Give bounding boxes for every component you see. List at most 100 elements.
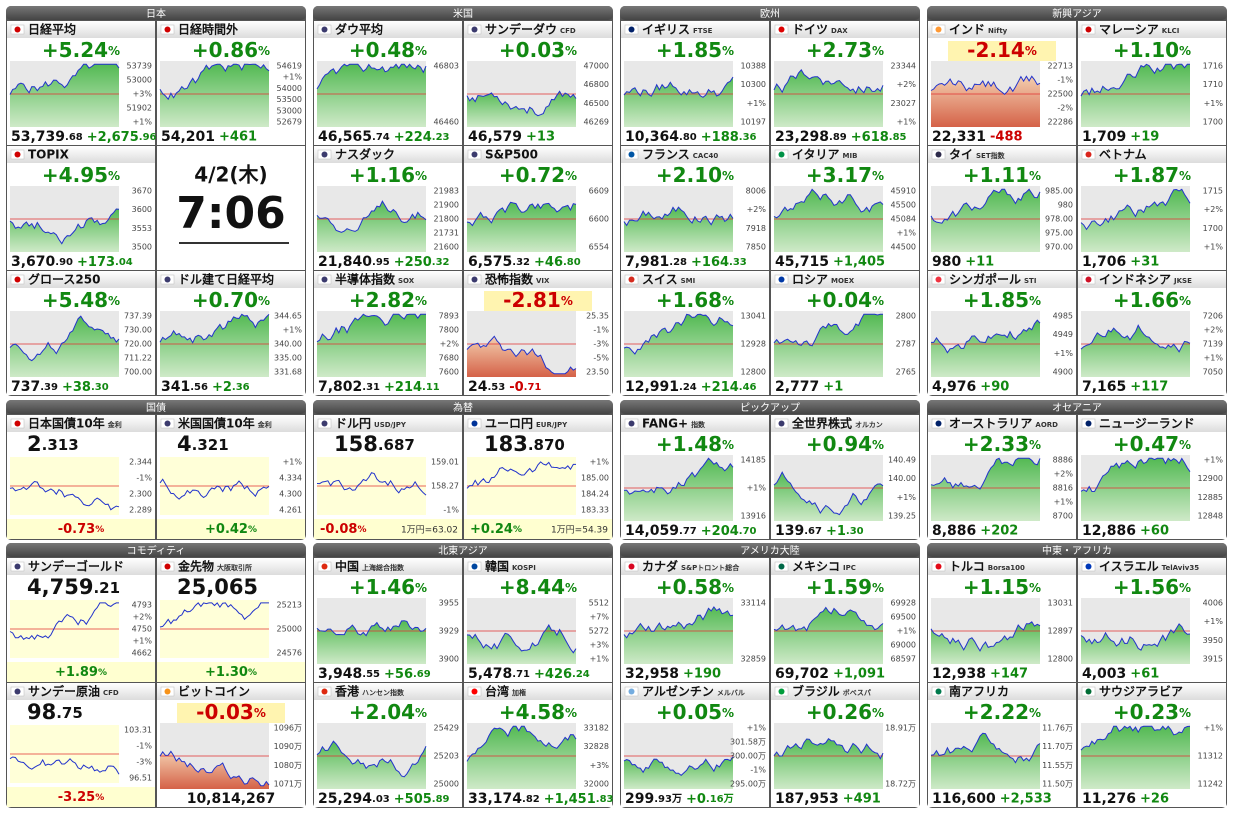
sparkline xyxy=(316,200,427,233)
sparkline xyxy=(1080,623,1191,651)
footer xyxy=(928,378,1076,395)
flag-mark xyxy=(935,26,942,33)
change-small: % xyxy=(108,169,120,183)
tile-sub: 指数 xyxy=(691,420,706,429)
sparkline xyxy=(773,471,884,516)
axis-label: 7600 xyxy=(439,368,459,377)
delta: +2,675.96 xyxy=(87,130,157,145)
price-main: 737 xyxy=(11,379,40,395)
flag-mark xyxy=(778,276,785,283)
sparkline-fill xyxy=(10,316,119,377)
footer xyxy=(1078,128,1226,145)
price: 46,579 xyxy=(468,129,522,145)
footer xyxy=(1078,253,1226,270)
axis-label: 340.00 xyxy=(274,340,302,349)
footer xyxy=(464,665,612,682)
axis-label: 21800 xyxy=(434,215,459,224)
axis-label: 4.334 xyxy=(279,474,302,483)
flag-mark xyxy=(935,688,942,695)
delta-main: +214 xyxy=(701,380,739,395)
tile-sub: ハンセン指数 xyxy=(362,688,405,697)
change-small: % xyxy=(872,706,884,720)
change-small: % xyxy=(1179,294,1191,308)
axis-label: 11.55万 xyxy=(1042,761,1073,770)
axis-label: 32859 xyxy=(741,655,766,664)
quote-change-main: +1.89 xyxy=(55,665,98,680)
panel-header xyxy=(927,543,1227,557)
change-main: +5.24 xyxy=(42,38,108,62)
change: +1.10% xyxy=(1113,38,1191,62)
delta-small: .32 xyxy=(432,257,450,268)
change: +5.24% xyxy=(42,38,120,62)
axis-label: +3% xyxy=(590,761,610,770)
change-main: +1.85 xyxy=(963,288,1029,312)
tile-header xyxy=(157,415,305,432)
flag-mark xyxy=(628,151,635,158)
delta: +90 xyxy=(980,380,1009,395)
panel-title: オセアニア xyxy=(1052,402,1102,414)
change-small: % xyxy=(415,294,427,308)
delta-main: +173 xyxy=(77,255,115,270)
change-main: +0.94 xyxy=(806,432,872,456)
delta: +61 xyxy=(1130,667,1159,682)
axis-label: 7050 xyxy=(1203,368,1223,377)
price: 139.67 xyxy=(775,523,822,539)
axis-label: 53000 xyxy=(277,106,302,115)
tile-name: イギリス xyxy=(642,22,690,37)
quote-value-small: .870 xyxy=(528,436,565,454)
price: 737.39 xyxy=(11,379,58,395)
price: 23,298.89 xyxy=(775,129,847,145)
footer xyxy=(621,128,769,145)
tile-name: タイ xyxy=(949,148,973,162)
flag-mark xyxy=(164,276,171,283)
price: 980 xyxy=(932,254,961,270)
tile-header xyxy=(314,271,462,288)
footer xyxy=(928,665,1076,682)
footer xyxy=(157,662,305,682)
change: +2.82% xyxy=(349,288,427,312)
delta-small: .80 xyxy=(563,257,581,268)
sparkline-fill xyxy=(774,472,883,521)
tile-name: インド xyxy=(949,23,985,37)
flag-mark xyxy=(471,276,478,283)
change-main: +0.58 xyxy=(656,575,722,599)
sparkline xyxy=(316,620,427,637)
delta: +224.23 xyxy=(394,130,450,145)
quote-change-small: % xyxy=(513,525,522,535)
axis-label: 69000 xyxy=(891,641,916,650)
delta: +2,533 xyxy=(1000,792,1052,807)
change-main: +2.04 xyxy=(349,700,415,724)
delta: +11 xyxy=(965,255,994,270)
sparkline-fill xyxy=(624,458,733,521)
tile-header xyxy=(464,146,612,163)
axis-label: 25203 xyxy=(434,752,459,761)
tile-sub: CFD xyxy=(103,689,119,697)
change-small: % xyxy=(1179,706,1191,720)
quote-value-main: 2 xyxy=(27,432,42,456)
tile-name: ドイツ xyxy=(792,23,828,37)
tile-name: サンデーダウ xyxy=(485,22,557,37)
axis-label: 720.00 xyxy=(124,340,152,349)
delta: +426.24 xyxy=(534,667,590,682)
tile-sub: DAX xyxy=(831,27,848,35)
axis-label: 1700 xyxy=(1203,118,1223,127)
tile-name: FANG+ xyxy=(642,417,688,431)
delta: +202 xyxy=(980,524,1018,539)
price-main: 33,174 xyxy=(468,791,522,807)
tile-header xyxy=(464,683,612,700)
sparkline-fill xyxy=(931,733,1040,789)
tile-header xyxy=(314,558,462,575)
axis-label: 44500 xyxy=(891,243,916,252)
change-main: +0.47 xyxy=(1113,432,1179,456)
axis-label: +1% xyxy=(1204,456,1224,465)
change-small: % xyxy=(254,706,266,720)
sparkline xyxy=(930,621,1041,652)
delta: +461 xyxy=(219,130,257,145)
footer xyxy=(621,790,769,807)
change: +8.44% xyxy=(499,575,577,599)
change: +2.22% xyxy=(963,700,1041,724)
sparkline xyxy=(466,201,577,227)
change-main: +2.73 xyxy=(806,38,872,62)
tile-name: サンデー原油 xyxy=(28,684,100,699)
tile-header xyxy=(771,558,919,575)
